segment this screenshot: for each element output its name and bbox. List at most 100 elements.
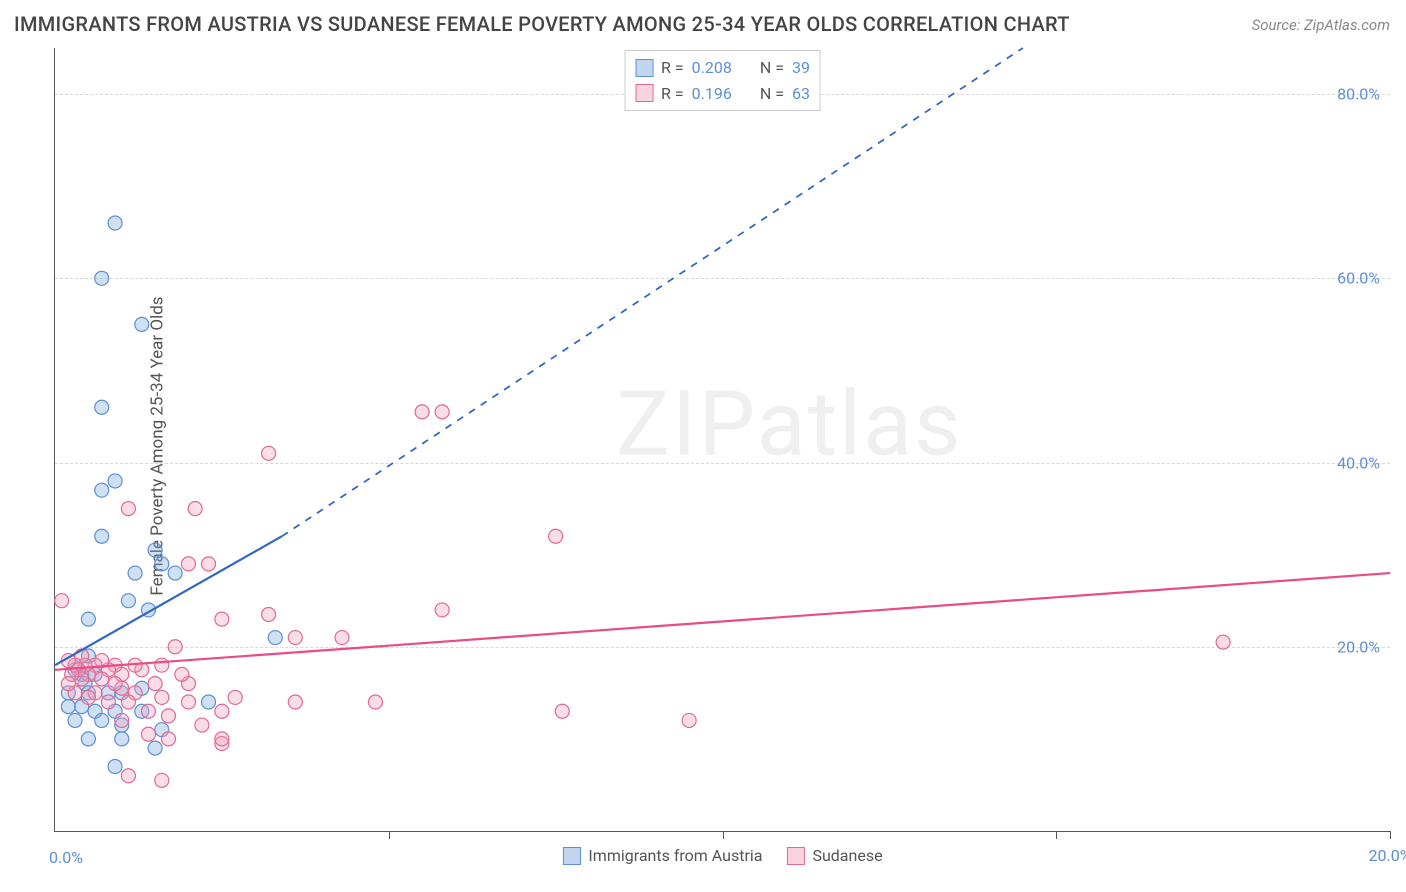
x-origin-label: 0.0% — [49, 848, 83, 867]
data-point-austria — [108, 474, 122, 488]
data-point-austria — [148, 741, 162, 755]
data-point-sudanese — [155, 690, 169, 704]
r-label: R = — [661, 81, 684, 107]
data-point-sudanese — [288, 631, 302, 645]
data-point-austria — [168, 566, 182, 580]
x-tick — [723, 831, 724, 839]
data-point-sudanese — [108, 677, 122, 691]
data-point-sudanese — [81, 690, 95, 704]
x-tick — [389, 831, 390, 839]
data-point-sudanese — [435, 603, 449, 617]
data-point-austria — [148, 543, 162, 557]
data-point-austria — [68, 713, 82, 727]
n-value: 39 — [792, 55, 810, 81]
x-tick — [1056, 831, 1057, 839]
data-point-austria — [95, 713, 109, 727]
data-point-sudanese — [121, 769, 135, 783]
data-point-sudanese — [101, 695, 115, 709]
data-point-austria — [121, 594, 135, 608]
data-point-austria — [81, 612, 95, 626]
data-point-austria — [108, 216, 122, 230]
chart-plot-area: ZIPatlas R = 0.208 N = 39 R = 0.196 N = … — [54, 48, 1390, 832]
data-point-sudanese — [121, 502, 135, 516]
y-tick-label: 20.0% — [1337, 637, 1380, 656]
y-tick-label: 80.0% — [1337, 85, 1380, 104]
data-point-sudanese — [182, 557, 196, 571]
data-point-sudanese — [435, 405, 449, 419]
data-point-sudanese — [202, 557, 216, 571]
x-tick — [1390, 831, 1391, 839]
data-point-sudanese — [555, 704, 569, 718]
r-value: 0.208 — [692, 55, 732, 81]
swatch-pink-icon — [635, 84, 653, 102]
data-point-sudanese — [262, 446, 276, 460]
data-point-sudanese — [1216, 635, 1230, 649]
data-point-sudanese — [415, 405, 429, 419]
data-point-austria — [95, 271, 109, 285]
legend-label: Sudanese — [812, 846, 882, 865]
data-point-sudanese — [141, 704, 155, 718]
data-point-sudanese — [182, 695, 196, 709]
data-point-austria — [108, 760, 122, 774]
data-point-sudanese — [682, 713, 696, 727]
data-point-sudanese — [115, 713, 129, 727]
data-point-sudanese — [161, 709, 175, 723]
n-value: 63 — [792, 81, 810, 107]
legend-label: Immigrants from Austria — [588, 846, 762, 865]
source-attribution: Source: ZipAtlas.com — [1252, 16, 1390, 34]
scatter-plot-svg — [55, 48, 1390, 831]
data-point-austria — [268, 631, 282, 645]
data-point-sudanese — [368, 695, 382, 709]
data-point-sudanese — [161, 732, 175, 746]
data-point-sudanese — [141, 727, 155, 741]
legend-row-sudanese: R = 0.196 N = 63 — [635, 81, 810, 107]
data-point-austria — [128, 566, 142, 580]
legend-item-austria: Immigrants from Austria — [562, 846, 762, 865]
data-point-austria — [115, 732, 129, 746]
data-point-austria — [81, 732, 95, 746]
data-point-austria — [202, 695, 216, 709]
data-point-austria — [95, 400, 109, 414]
legend-row-austria: R = 0.208 N = 39 — [635, 55, 810, 81]
swatch-pink-icon — [786, 847, 804, 865]
data-point-austria — [61, 700, 75, 714]
swatch-blue-icon — [562, 847, 580, 865]
data-point-sudanese — [175, 667, 189, 681]
y-tick-label: 40.0% — [1337, 453, 1380, 472]
data-point-sudanese — [155, 773, 169, 787]
n-label: N = — [760, 55, 784, 81]
data-point-sudanese — [228, 690, 242, 704]
data-point-sudanese — [188, 502, 202, 516]
trend-line-dashed-austria — [282, 48, 1023, 536]
data-point-austria — [155, 557, 169, 571]
data-point-austria — [135, 317, 149, 331]
legend-item-sudanese: Sudanese — [786, 846, 882, 865]
correlation-legend: R = 0.208 N = 39 R = 0.196 N = 63 — [624, 50, 821, 111]
data-point-sudanese — [215, 704, 229, 718]
series-legend: Immigrants from Austria Sudanese — [562, 846, 882, 865]
data-point-sudanese — [335, 631, 349, 645]
n-label: N = — [760, 81, 784, 107]
x-end-label: 20.0% — [1369, 846, 1406, 865]
swatch-blue-icon — [635, 59, 653, 77]
data-point-sudanese — [168, 640, 182, 654]
r-label: R = — [661, 55, 684, 81]
data-point-sudanese — [215, 612, 229, 626]
data-point-sudanese — [549, 529, 563, 543]
data-point-austria — [95, 529, 109, 543]
data-point-sudanese — [148, 677, 162, 691]
data-point-sudanese — [195, 718, 209, 732]
data-point-sudanese — [262, 608, 276, 622]
data-point-sudanese — [121, 695, 135, 709]
data-point-sudanese — [55, 594, 69, 608]
r-value: 0.196 — [692, 81, 732, 107]
trend-line-sudanese — [55, 573, 1390, 670]
data-point-sudanese — [288, 695, 302, 709]
data-point-austria — [95, 483, 109, 497]
y-tick-label: 60.0% — [1337, 269, 1380, 288]
chart-title: IMMIGRANTS FROM AUSTRIA VS SUDANESE FEMA… — [14, 12, 1070, 36]
data-point-sudanese — [215, 732, 229, 746]
data-point-sudanese — [61, 677, 75, 691]
data-point-sudanese — [95, 672, 109, 686]
data-point-sudanese — [155, 658, 169, 672]
